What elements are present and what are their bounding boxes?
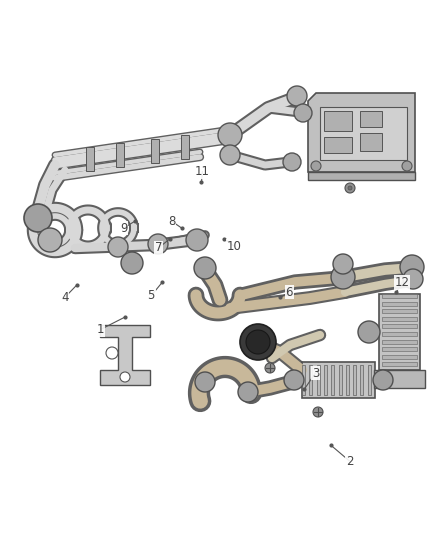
Polygon shape xyxy=(382,317,417,321)
Polygon shape xyxy=(317,365,320,395)
Circle shape xyxy=(294,104,312,122)
Text: 6: 6 xyxy=(285,286,293,298)
Polygon shape xyxy=(360,111,382,127)
Circle shape xyxy=(194,257,216,279)
Polygon shape xyxy=(331,365,334,395)
Polygon shape xyxy=(181,135,189,159)
Circle shape xyxy=(240,324,276,360)
Circle shape xyxy=(246,330,270,354)
Circle shape xyxy=(348,186,352,190)
Circle shape xyxy=(120,372,130,382)
Polygon shape xyxy=(309,365,312,395)
Polygon shape xyxy=(324,365,327,395)
Circle shape xyxy=(311,161,321,171)
Circle shape xyxy=(148,234,168,254)
Text: 1: 1 xyxy=(97,323,105,336)
Polygon shape xyxy=(382,332,417,336)
Polygon shape xyxy=(367,365,371,395)
Polygon shape xyxy=(360,133,382,151)
Circle shape xyxy=(403,269,423,289)
Circle shape xyxy=(345,183,355,193)
Polygon shape xyxy=(339,365,342,395)
Polygon shape xyxy=(320,107,407,160)
Polygon shape xyxy=(302,365,305,395)
Text: 11: 11 xyxy=(195,165,210,178)
Text: 3: 3 xyxy=(312,367,319,379)
Circle shape xyxy=(373,370,393,390)
Text: 12: 12 xyxy=(395,276,410,289)
Circle shape xyxy=(402,161,412,171)
Polygon shape xyxy=(100,325,150,385)
Polygon shape xyxy=(324,137,352,153)
Circle shape xyxy=(186,229,208,251)
Polygon shape xyxy=(308,172,415,180)
Polygon shape xyxy=(379,294,420,370)
Polygon shape xyxy=(382,347,417,351)
Polygon shape xyxy=(382,362,417,366)
Circle shape xyxy=(358,321,380,343)
Polygon shape xyxy=(324,111,352,131)
Circle shape xyxy=(238,382,258,402)
Text: 8: 8 xyxy=(168,215,175,228)
Circle shape xyxy=(400,255,424,279)
Polygon shape xyxy=(116,143,124,167)
Polygon shape xyxy=(382,309,417,313)
Circle shape xyxy=(333,254,353,274)
Polygon shape xyxy=(374,370,425,388)
Circle shape xyxy=(108,237,128,257)
Polygon shape xyxy=(360,365,364,395)
Polygon shape xyxy=(382,294,417,298)
Polygon shape xyxy=(382,355,417,359)
Text: 2: 2 xyxy=(346,455,353,467)
Circle shape xyxy=(313,407,323,417)
Polygon shape xyxy=(151,139,159,163)
Polygon shape xyxy=(382,340,417,344)
Circle shape xyxy=(220,145,240,165)
Text: 9: 9 xyxy=(120,222,127,235)
Circle shape xyxy=(283,153,301,171)
Circle shape xyxy=(265,363,275,373)
Circle shape xyxy=(218,123,242,147)
Polygon shape xyxy=(308,93,415,172)
Circle shape xyxy=(331,265,355,289)
Circle shape xyxy=(121,252,143,274)
Polygon shape xyxy=(382,325,417,328)
Text: 7: 7 xyxy=(155,241,162,254)
Polygon shape xyxy=(302,362,375,398)
Circle shape xyxy=(287,86,307,106)
Text: 5: 5 xyxy=(148,289,155,302)
Polygon shape xyxy=(382,302,417,305)
Polygon shape xyxy=(346,365,349,395)
Circle shape xyxy=(38,228,62,252)
Text: 4: 4 xyxy=(61,291,69,304)
Circle shape xyxy=(284,370,304,390)
Polygon shape xyxy=(353,365,356,395)
Text: 10: 10 xyxy=(227,240,242,253)
Circle shape xyxy=(106,347,118,359)
Circle shape xyxy=(24,204,52,232)
Circle shape xyxy=(195,372,215,392)
Polygon shape xyxy=(86,147,94,171)
